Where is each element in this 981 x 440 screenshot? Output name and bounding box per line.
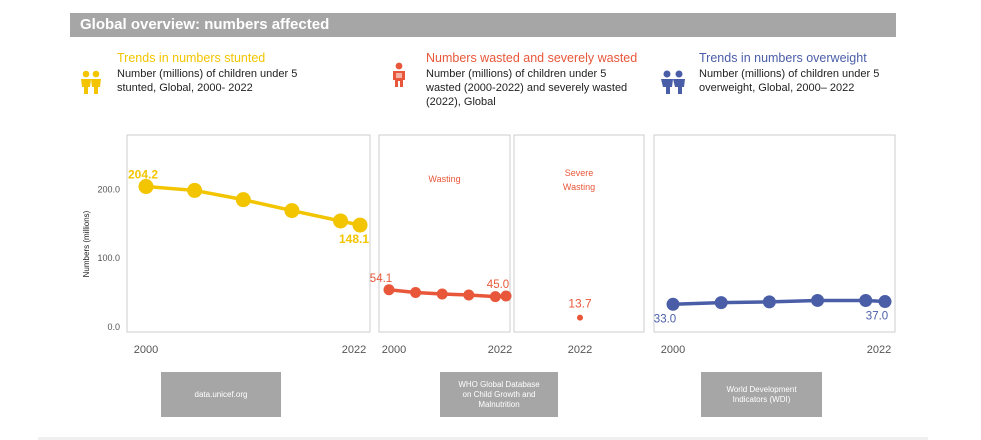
overweight-panel-frame (653, 134, 896, 333)
stunted-data-point (352, 217, 368, 233)
overweight-data-label: 37.0 (866, 311, 888, 323)
overweight-x-tick: 2022 (867, 344, 891, 356)
child-icon (393, 62, 405, 87)
stunted-data-label: 204.2 (128, 168, 158, 182)
stunted-data-point (138, 179, 154, 195)
overweight-data-point (878, 295, 892, 309)
overweight-title: Trends in numbers overweight (699, 51, 867, 65)
children-icon (81, 70, 101, 94)
stunted-title: Trends in numbers stunted (117, 51, 266, 65)
overweight-x-tick: 2000 (661, 344, 685, 356)
severely_wasted-panel-title: Wasting (563, 182, 595, 192)
stunted-series-line (145, 184, 361, 227)
stunted-data-point (235, 192, 251, 208)
stunted-x-tick: 2022 (342, 344, 366, 356)
y-tick-label: 100.0 (97, 253, 120, 263)
page-title: Global overview: numbers affected (80, 16, 330, 33)
footer-divider (38, 437, 928, 440)
severely_wasted-panel-frame (513, 134, 645, 333)
severely_wasted-data-label: 13.7 (568, 297, 592, 311)
overweight-data-point (859, 294, 873, 308)
children-icon (661, 70, 685, 94)
overweight-data-point (666, 297, 680, 311)
severely_wasted-data-point (577, 314, 583, 321)
wasted-data-point (383, 284, 395, 296)
wasted-data-label: 54.1 (370, 273, 392, 285)
stunted-data-point (333, 213, 349, 229)
wasted-title: Numbers wasted and severely wasted (426, 51, 638, 65)
source-unicef-label: data.unicef.org (194, 389, 248, 399)
source-who-button[interactable]: WHO Global Database on Child Growth and … (440, 372, 558, 417)
stunted-panel-frame (126, 134, 371, 333)
severely_wasted-panel-title: Severe (565, 168, 594, 178)
overweight-data-label: 33.0 (654, 313, 676, 325)
title-banner: Global overview: numbers affected (70, 13, 896, 37)
overweight-data-point (714, 296, 728, 310)
overweight-data-point (811, 293, 825, 307)
overweight-description: Number (millions) of children under 5 ov… (699, 68, 880, 94)
source-who-label: WHO Global Database on Child Growth and … (458, 379, 540, 409)
wasted-data-point (500, 290, 512, 302)
wasted-x-tick: 2022 (488, 344, 512, 356)
wasted-panel-title: Wasting (428, 174, 460, 184)
wasted-panel-frame (378, 134, 511, 333)
source-unicef-button[interactable]: data.unicef.org (161, 372, 281, 417)
stunted-data-point (187, 182, 203, 198)
wasted-data-point (463, 289, 475, 301)
source-wdi-label: World Development Indicators (WDI) (726, 384, 797, 404)
wasted-data-label: 45.0 (487, 279, 509, 291)
stunted-description: Number (millions) of children under 5 st… (117, 68, 298, 94)
wasted-data-point (410, 286, 422, 298)
y-tick-label: 0.0 (107, 322, 120, 332)
wasted-data-point (489, 291, 501, 303)
stunted-data-point (284, 203, 300, 219)
wasted-x-tick: 2000 (382, 344, 406, 356)
overweight-series-line (672, 298, 886, 307)
y-tick-label: 200.0 (97, 184, 120, 194)
severely_wasted-x-tick: 2022 (568, 344, 592, 356)
stunted-data-label: 148.1 (339, 232, 369, 246)
overweight-data-point (762, 295, 776, 309)
source-wdi-button[interactable]: World Development Indicators (WDI) (701, 372, 822, 417)
stunted-x-tick: 2000 (134, 344, 158, 356)
y-axis-label: Numbers (millions) (82, 210, 91, 277)
wasted-description: Number (millions) of children under 5 wa… (426, 68, 628, 108)
wasted-data-point (436, 288, 448, 300)
